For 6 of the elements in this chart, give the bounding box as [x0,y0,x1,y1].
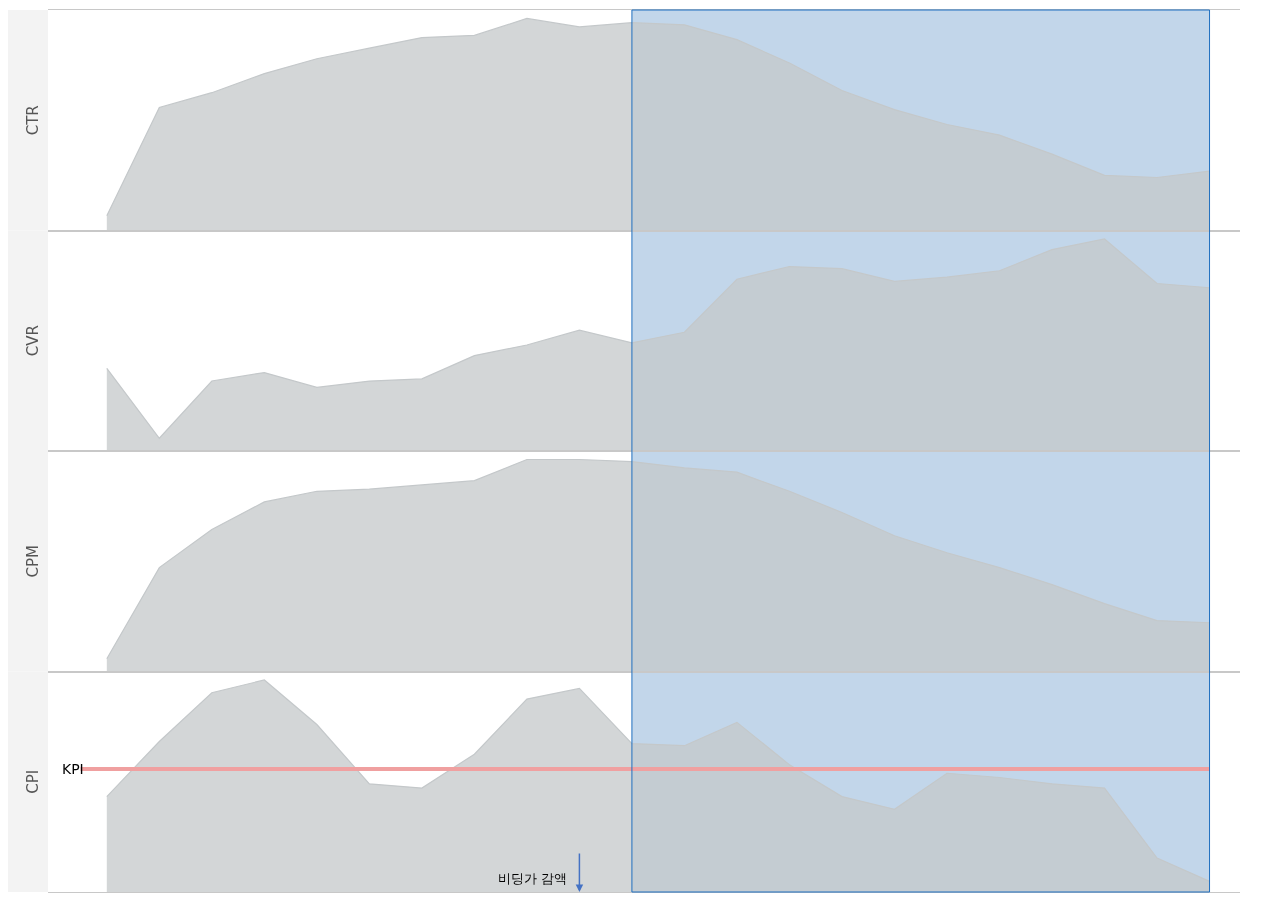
y-axis-title: CTR [24,105,43,136]
annotation: 비딩가 감액 [498,871,568,886]
ref-line-label: KPI [62,761,84,777]
y-axis-title: CVR [24,325,43,357]
y-axis-title: CPM [24,545,43,578]
y-axis-title: CPI [24,769,43,794]
